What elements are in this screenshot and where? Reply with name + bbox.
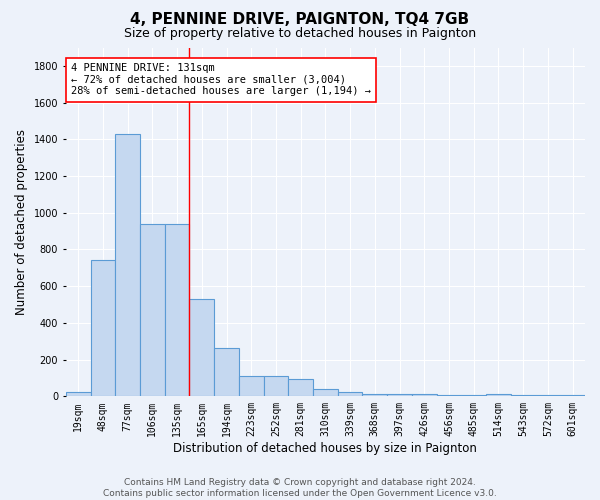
Y-axis label: Number of detached properties: Number of detached properties	[15, 129, 28, 315]
X-axis label: Distribution of detached houses by size in Paignton: Distribution of detached houses by size …	[173, 442, 478, 455]
Text: 4 PENNINE DRIVE: 131sqm
← 72% of detached houses are smaller (3,004)
28% of semi: 4 PENNINE DRIVE: 131sqm ← 72% of detache…	[71, 63, 371, 96]
Text: Size of property relative to detached houses in Paignton: Size of property relative to detached ho…	[124, 28, 476, 40]
Bar	[387, 394, 412, 396]
Bar	[362, 394, 387, 396]
Bar	[486, 394, 511, 396]
Bar	[140, 224, 165, 396]
Bar	[313, 389, 338, 396]
Bar	[239, 376, 263, 396]
Text: 4, PENNINE DRIVE, PAIGNTON, TQ4 7GB: 4, PENNINE DRIVE, PAIGNTON, TQ4 7GB	[130, 12, 470, 28]
Bar	[165, 224, 190, 396]
Bar	[263, 376, 289, 396]
Text: Contains HM Land Registry data © Crown copyright and database right 2024.
Contai: Contains HM Land Registry data © Crown c…	[103, 478, 497, 498]
Bar	[289, 379, 313, 396]
Bar	[412, 394, 437, 396]
Bar	[115, 134, 140, 396]
Bar	[338, 392, 362, 396]
Bar	[66, 392, 91, 396]
Bar	[214, 348, 239, 397]
Bar	[91, 260, 115, 396]
Bar	[190, 299, 214, 396]
